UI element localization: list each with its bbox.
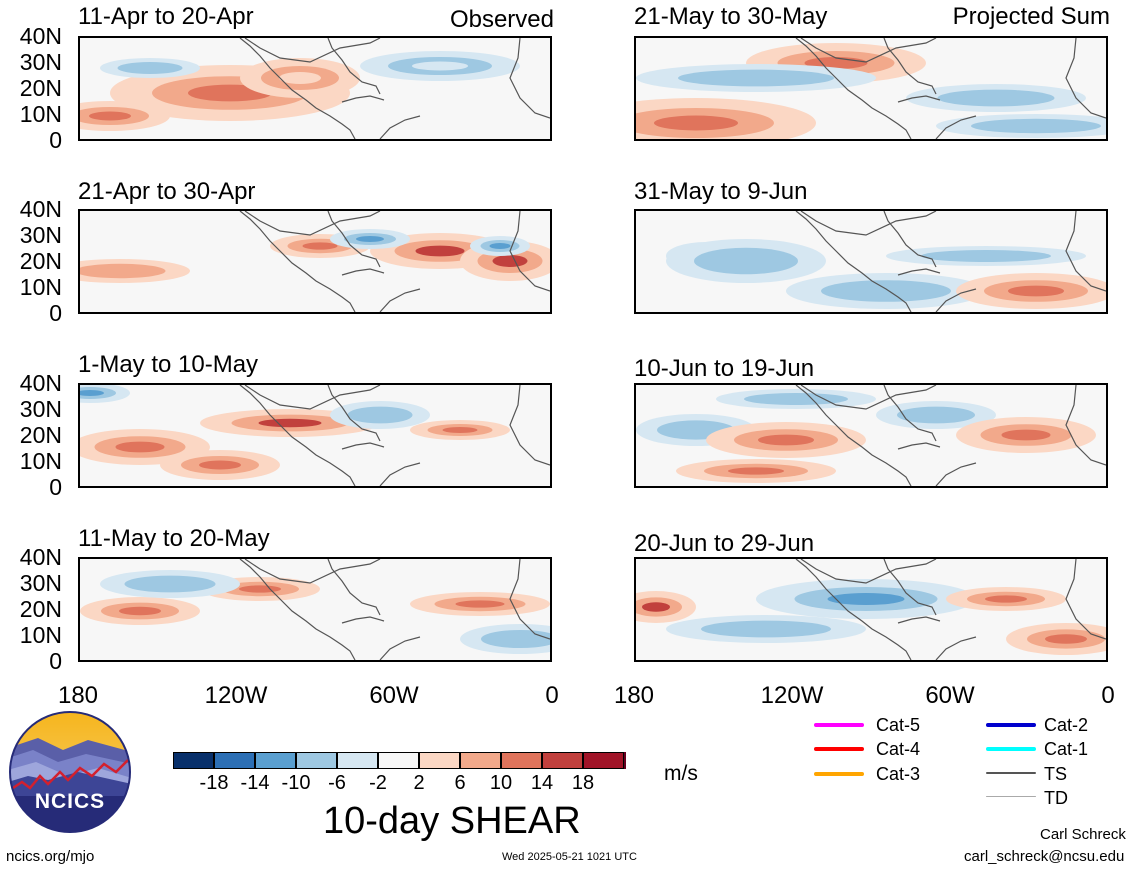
colorbar-label: -18 — [199, 772, 229, 794]
colorbar-label: 10 — [489, 772, 513, 794]
legend-line-cat5 — [814, 723, 864, 727]
colorbar-bin — [501, 752, 542, 769]
lon-label: 180 — [57, 682, 99, 709]
map-panel-7 — [634, 383, 1108, 488]
colorbar-bin — [296, 752, 337, 769]
legend-line-ts — [986, 772, 1036, 774]
map-panel-5 — [634, 36, 1108, 141]
map-panel-4 — [78, 557, 552, 662]
colorbar-bin — [173, 752, 214, 769]
timestamp: Wed 2025-05-21 1021 UTC — [502, 851, 637, 863]
lon-label: 120W — [204, 682, 268, 709]
lon-label: 0 — [1101, 682, 1115, 709]
lon-label: 60W — [925, 682, 975, 709]
panel-title-7: 10-Jun to 19-Jun — [634, 355, 815, 382]
lat-label: 0 — [49, 648, 62, 674]
observed-header: Observed — [449, 6, 554, 33]
lat-label: 20N — [19, 596, 62, 622]
legend-line-td — [986, 796, 1036, 797]
map-panel-1 — [78, 36, 552, 141]
panel-title-4: 11-May to 20-May — [78, 525, 270, 552]
lat-label: 30N — [19, 222, 62, 248]
colorbar-bin — [378, 752, 419, 769]
legend-label: TS — [1044, 764, 1068, 784]
site-url: ncics.org/mjo — [6, 848, 95, 865]
colorbar-label: 18 — [571, 772, 595, 794]
legend-label: Cat-5 — [876, 715, 921, 735]
colorbar-bin — [460, 752, 501, 769]
colorbar-label: 2 — [413, 772, 425, 794]
legend-label: Cat-3 — [876, 764, 921, 784]
lat-label: 30N — [19, 396, 62, 422]
legend-line-cat1 — [986, 747, 1036, 751]
lat-label: 40N — [19, 196, 62, 222]
legend-label: Cat-1 — [1044, 739, 1089, 759]
author-email: carl_schreck@ncsu.edu — [964, 848, 1125, 865]
colorbar-label: -6 — [328, 772, 346, 794]
lon-label: 120W — [760, 682, 824, 709]
map-panel-6 — [634, 209, 1108, 314]
projected-header: Projected Sum — [952, 3, 1110, 30]
colorbar-label: -2 — [369, 772, 387, 794]
lon-label: 60W — [369, 682, 419, 709]
author-name: Carl Schreck — [1040, 826, 1126, 843]
colorbar-bin — [337, 752, 378, 769]
lat-label: 10N — [19, 274, 62, 300]
legend-label: Cat-2 — [1044, 715, 1089, 735]
colorbar-bin — [542, 752, 583, 769]
map-panel-2 — [78, 209, 552, 314]
panel-title-3: 1-May to 10-May — [78, 351, 259, 378]
colorbar-label: -14 — [240, 772, 270, 794]
colorbar-bin — [624, 752, 626, 769]
panel-title-8: 20-Jun to 29-Jun — [634, 530, 815, 557]
legend-label: Cat-4 — [876, 739, 921, 759]
lat-label: 30N — [19, 570, 62, 596]
lat-label: 40N — [19, 23, 62, 49]
lat-label: 10N — [19, 101, 62, 127]
colorbar-label: -10 — [281, 772, 311, 794]
lat-label: 20N — [19, 422, 62, 448]
panel-title-2: 21-Apr to 30-Apr — [78, 178, 256, 205]
logo-text: NCICS — [34, 790, 106, 813]
map-panel-3 — [78, 383, 552, 488]
legend-label: TD — [1044, 788, 1068, 808]
colorbar-bin — [583, 752, 624, 769]
lat-label: 30N — [19, 49, 62, 75]
lat-label: 0 — [49, 127, 62, 153]
units-label: m/s — [664, 762, 698, 785]
lon-label: 180 — [613, 682, 655, 709]
lat-label: 20N — [19, 75, 62, 101]
colorbar-label: 6 — [454, 772, 466, 794]
lat-label: 40N — [19, 544, 62, 570]
colorbar-label: 14 — [530, 772, 554, 794]
lat-label: 0 — [49, 474, 62, 500]
panel-title-6: 31-May to 9-Jun — [634, 178, 808, 205]
lat-label: 10N — [19, 448, 62, 474]
lat-label: 0 — [49, 300, 62, 326]
colorbar-bin — [255, 752, 296, 769]
lat-label: 10N — [19, 622, 62, 648]
ncics-logo: NCICS — [8, 710, 132, 834]
lat-label: 20N — [19, 248, 62, 274]
map-panel-8 — [634, 557, 1108, 662]
colorbar-bin — [214, 752, 255, 769]
lat-label: 40N — [19, 370, 62, 396]
legend-line-cat4 — [814, 747, 864, 751]
panel-title-5: 21-May to 30-May — [634, 3, 828, 30]
colorbar-bin — [419, 752, 460, 769]
legend-line-cat3 — [814, 772, 864, 776]
panel-title-1: 11-Apr to 20-Apr — [78, 3, 254, 30]
legend-line-cat2 — [986, 723, 1036, 727]
lon-label: 0 — [545, 682, 559, 709]
chart-title: 10-day SHEAR — [323, 800, 581, 842]
